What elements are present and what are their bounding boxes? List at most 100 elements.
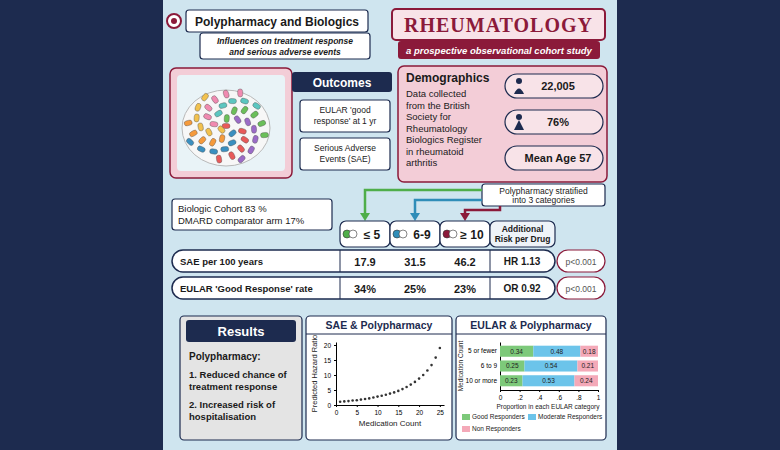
demographic-value: Mean Age 57 (525, 152, 592, 164)
legend-label: Moderate Responders (538, 413, 603, 421)
tick-label: .8 (576, 394, 582, 401)
column-header (340, 221, 390, 247)
table-value: 34% (354, 283, 376, 295)
point (347, 400, 350, 403)
bar (574, 375, 598, 386)
tick-label: 10 or more (466, 377, 498, 384)
column-header: 6-9 (413, 228, 431, 242)
demographic-pill (505, 74, 603, 98)
bar (533, 346, 580, 357)
pill (236, 144, 245, 153)
data-label: 0.25 (506, 362, 519, 369)
tick-label: 25 (437, 409, 445, 416)
capsule-right (399, 230, 407, 238)
tick-label: 20 (416, 409, 424, 416)
tick-label: 5 (327, 387, 331, 394)
tick: 1 (597, 390, 601, 401)
effect: HR 1.13 (504, 256, 541, 267)
bar (523, 375, 575, 386)
tick-label: 15 (395, 409, 403, 416)
tick-mark (398, 405, 399, 407)
tick-label: 5 (355, 409, 359, 416)
data-label: 0.53 (542, 377, 555, 384)
tick-label: .2 (517, 394, 523, 401)
pill (209, 138, 217, 147)
tick: 15 (395, 405, 403, 416)
tick-label: 0 (327, 402, 331, 409)
tick: 5 or fewer (468, 347, 498, 354)
tick-mark (334, 405, 336, 406)
pill (194, 103, 202, 112)
table-value: 17.9 (354, 256, 375, 268)
column-header: ≥ 10 (460, 228, 484, 242)
point (389, 392, 392, 395)
outcome-box (300, 138, 390, 170)
journal: RHEUMATOLOGY (404, 14, 593, 36)
data-label: 0.18 (583, 348, 596, 355)
point (385, 394, 388, 397)
tick-mark (440, 405, 441, 407)
subtitle: Influences on treatment response (217, 36, 353, 46)
row-divider (340, 277, 341, 299)
chart-title: EULAR & Polypharmacy (470, 319, 592, 331)
arrow (465, 206, 500, 214)
table-row (172, 250, 555, 272)
bars (500, 346, 598, 387)
pill (209, 148, 218, 154)
tick-mark (334, 360, 336, 361)
row-divider (490, 250, 491, 272)
point (426, 369, 429, 372)
point (364, 398, 367, 401)
arrow-head (460, 213, 470, 221)
strata-box (482, 184, 605, 206)
tick-mark (334, 375, 336, 376)
pill (218, 102, 227, 109)
pill (197, 123, 203, 132)
tick: 0 (327, 402, 336, 409)
point (439, 347, 442, 350)
point (405, 386, 408, 389)
tick: 10 (374, 405, 382, 416)
tick-label: 20 (324, 342, 332, 349)
tick-label: .6 (557, 394, 563, 401)
axis-line (501, 390, 599, 391)
pill (228, 99, 236, 104)
journal-box (392, 9, 605, 40)
title-box (186, 10, 368, 32)
study-type-box (398, 41, 600, 59)
point (418, 377, 421, 380)
data-labels: 0.340.480.180.250.540.210.230.530.24 (505, 348, 596, 385)
title-rule (456, 334, 606, 335)
row-divider (490, 277, 491, 299)
point (430, 364, 433, 367)
pill (227, 139, 236, 147)
legend-swatch (528, 414, 536, 420)
data-label: 0.23 (505, 377, 518, 384)
tick-label: 0 (499, 394, 503, 401)
tick-mark (334, 345, 336, 346)
point (380, 394, 383, 397)
tick-mark (357, 405, 358, 407)
point (343, 400, 346, 403)
p-box (557, 250, 605, 272)
logo-dot (171, 18, 177, 24)
pill (210, 121, 219, 127)
outcome: Events (SAE) (319, 154, 370, 164)
tick-label: 5 or fewer (468, 347, 498, 354)
legend-label: Good Responders (472, 413, 526, 421)
legend: Good RespondersModerate RespondersNon Re… (462, 413, 603, 433)
tick: 0 (335, 405, 339, 416)
tick-label: 6 to 9 (481, 362, 498, 369)
pill (228, 129, 237, 138)
effect-header: Risk per Drug (495, 234, 551, 244)
row-label: SAE per 100 years (180, 256, 263, 267)
tick: 5 (327, 387, 336, 394)
table-value: 25% (404, 283, 426, 295)
x-axis-title: Proportion in each EULAR category (497, 403, 601, 411)
female-head (516, 114, 522, 120)
y-axis: 05101520 (324, 342, 337, 409)
pill (238, 128, 247, 135)
demographic-value: 22,005 (541, 80, 575, 92)
table-value: 46.2 (454, 256, 475, 268)
point (414, 381, 417, 384)
